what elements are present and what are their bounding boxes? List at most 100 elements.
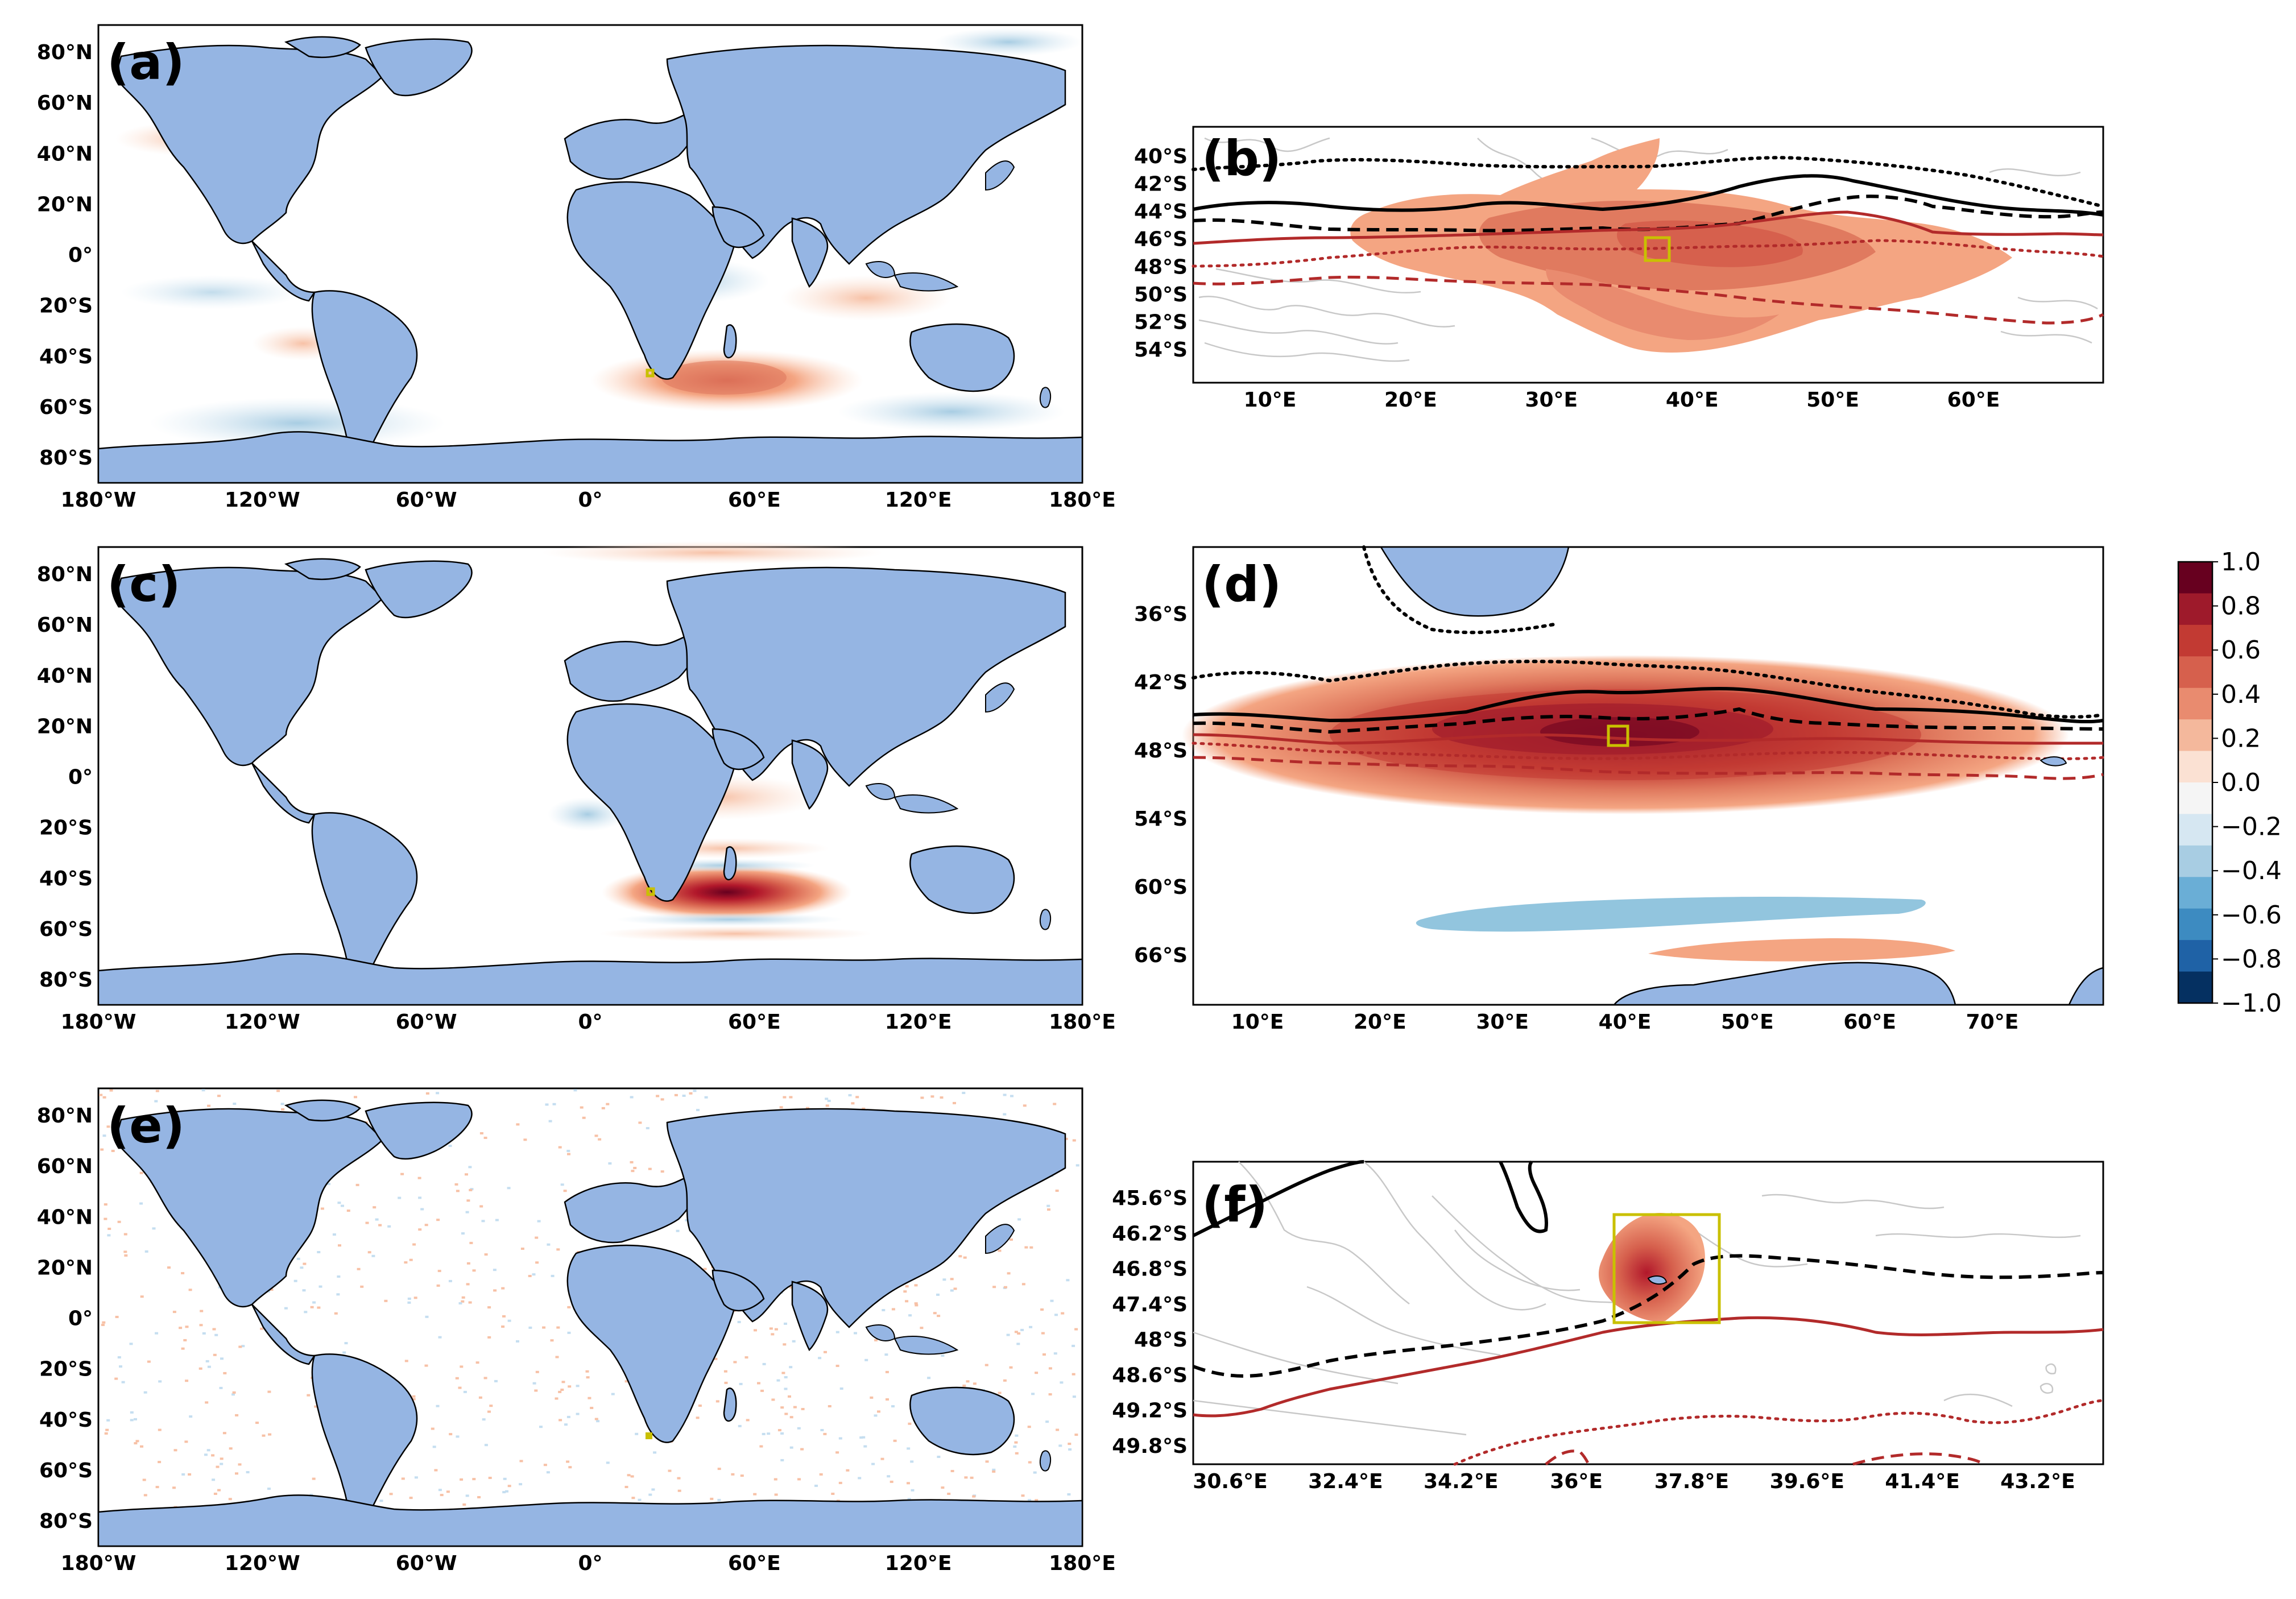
speckle bbox=[481, 1220, 485, 1223]
speckle bbox=[1046, 1204, 1050, 1207]
speckle bbox=[848, 1094, 852, 1097]
speckle bbox=[534, 1389, 538, 1392]
speckle bbox=[434, 1469, 438, 1472]
speckle bbox=[436, 1092, 440, 1095]
speckle bbox=[207, 1365, 211, 1368]
speckle bbox=[281, 1108, 285, 1111]
speckle bbox=[1033, 1471, 1037, 1474]
speckle bbox=[648, 1167, 652, 1170]
speckle bbox=[134, 1418, 137, 1420]
speckle bbox=[494, 1380, 498, 1382]
speckle bbox=[217, 1489, 221, 1492]
panel-d-lat-tick: 66°S bbox=[1134, 944, 1188, 967]
speckle bbox=[155, 1486, 159, 1489]
global-lon-tick: 0° bbox=[578, 1010, 602, 1034]
speckle bbox=[155, 1332, 159, 1335]
speckle bbox=[201, 1089, 205, 1092]
speckle bbox=[479, 1132, 483, 1134]
speckle bbox=[229, 1447, 233, 1450]
speckle bbox=[466, 1199, 470, 1202]
speckle bbox=[437, 1270, 441, 1273]
speckle bbox=[172, 1486, 176, 1489]
speckle bbox=[1068, 1443, 1072, 1445]
panel-f-lon-tick: 43.2°E bbox=[2000, 1470, 2075, 1493]
speckle bbox=[682, 1095, 686, 1097]
speckle bbox=[425, 1315, 429, 1318]
speckle bbox=[448, 1145, 452, 1148]
speckle bbox=[801, 1408, 805, 1410]
speckle bbox=[478, 1396, 482, 1399]
global-lon-tick: 180°W bbox=[61, 488, 136, 512]
speckle bbox=[676, 1229, 680, 1232]
speckle bbox=[188, 1289, 192, 1291]
speckle bbox=[102, 1134, 106, 1137]
colorbar-segment bbox=[2178, 782, 2212, 815]
speckle bbox=[200, 1310, 204, 1312]
global-lon-tick: 60°E bbox=[728, 1010, 781, 1034]
speckle bbox=[280, 1103, 284, 1105]
speckle bbox=[555, 1397, 559, 1400]
panel-b-lon-tick: 40°E bbox=[1666, 388, 1719, 412]
speckle bbox=[181, 1473, 185, 1476]
speckle bbox=[594, 1418, 598, 1420]
speckle bbox=[588, 1397, 591, 1399]
colorbar-tick-label: 0.6 bbox=[2221, 636, 2261, 665]
speckle bbox=[733, 1361, 737, 1364]
speckle bbox=[1028, 1461, 1032, 1464]
speckle bbox=[769, 1327, 773, 1330]
speckle bbox=[183, 1339, 187, 1341]
speckle bbox=[998, 1391, 1002, 1394]
speckle bbox=[696, 1416, 700, 1419]
speckle bbox=[424, 1224, 428, 1227]
panel-b-lat-tick: 52°S bbox=[1134, 310, 1188, 334]
speckle bbox=[576, 1412, 580, 1415]
speckle bbox=[693, 1090, 697, 1092]
panel-a: (a) bbox=[97, 24, 1083, 484]
speckle bbox=[404, 1360, 408, 1362]
speckle bbox=[181, 1272, 185, 1274]
speckle bbox=[783, 1096, 787, 1099]
speckle bbox=[1023, 1104, 1027, 1107]
speckle bbox=[123, 1233, 127, 1236]
speckle bbox=[507, 1319, 511, 1322]
colorbar-segment bbox=[2178, 624, 2212, 657]
speckle bbox=[1024, 1246, 1028, 1249]
speckle bbox=[106, 1125, 110, 1128]
speckle bbox=[547, 1243, 551, 1246]
speckle bbox=[780, 1406, 784, 1409]
speckle bbox=[891, 1308, 895, 1311]
speckle bbox=[107, 1234, 111, 1237]
speckle bbox=[1074, 1434, 1078, 1436]
panel-f-lon-tick: 39.6°E bbox=[1770, 1470, 1844, 1493]
speckle bbox=[851, 1102, 855, 1105]
speckle bbox=[220, 1457, 224, 1460]
speckle bbox=[219, 1386, 223, 1389]
speckle bbox=[212, 1478, 216, 1481]
speckle bbox=[880, 1457, 884, 1460]
panel-b-label: (b) bbox=[1202, 130, 1281, 187]
speckle bbox=[371, 1254, 375, 1257]
speckle bbox=[143, 1494, 147, 1497]
speckle bbox=[188, 1473, 192, 1476]
speckle bbox=[440, 1494, 444, 1497]
speckle bbox=[418, 1228, 422, 1231]
speckle bbox=[346, 1209, 350, 1212]
speckle bbox=[1047, 1208, 1050, 1211]
global-lon-tick: 180°W bbox=[61, 1010, 136, 1034]
speckle bbox=[818, 1357, 822, 1360]
speckle bbox=[864, 1358, 868, 1361]
speckle bbox=[105, 1428, 109, 1431]
speckle bbox=[135, 1440, 139, 1443]
speckle bbox=[117, 1220, 121, 1223]
speckle bbox=[564, 1423, 568, 1426]
speckle bbox=[882, 1309, 886, 1311]
speckle bbox=[651, 1488, 655, 1491]
speckle bbox=[465, 1494, 469, 1497]
speckle bbox=[461, 1232, 465, 1235]
speckle bbox=[1015, 1434, 1019, 1437]
speckle bbox=[114, 1377, 118, 1380]
speckle bbox=[633, 1167, 637, 1169]
panel-b: (b) bbox=[1192, 126, 2105, 384]
panel-f-lat-tick: 48.6°S bbox=[1112, 1364, 1188, 1387]
panel-a-label: (a) bbox=[107, 34, 185, 91]
